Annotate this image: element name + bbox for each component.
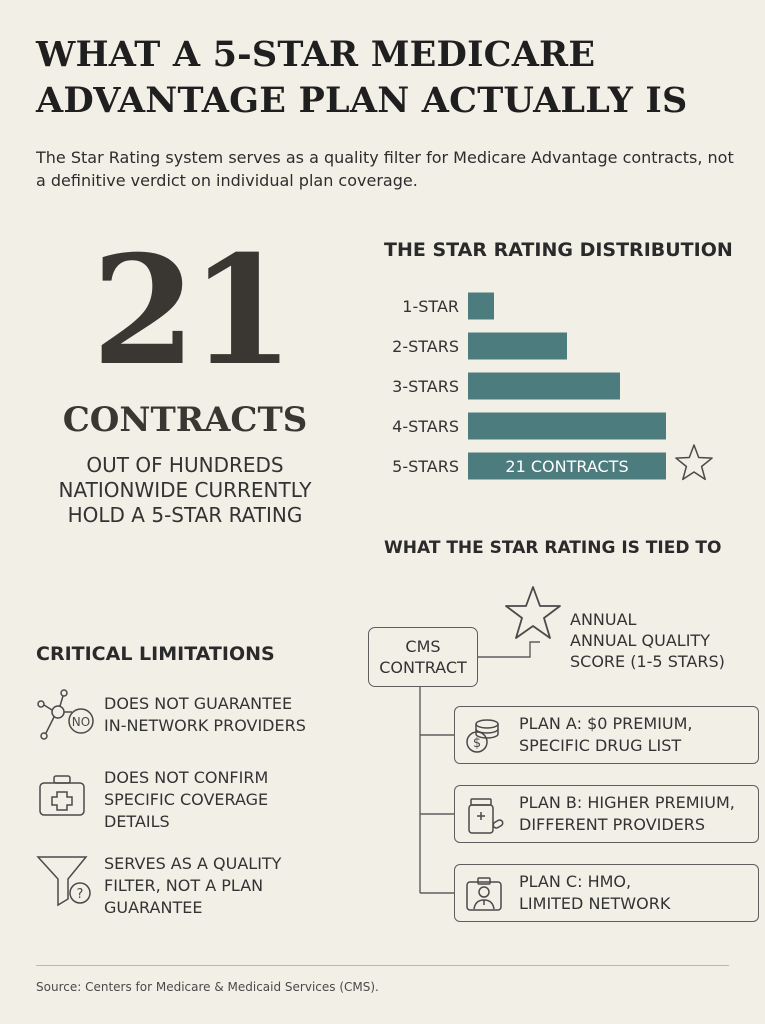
bar-label: 21 CONTRACTS: [505, 457, 628, 476]
headline-unit: CONTRACTS: [62, 400, 308, 440]
plan-b-text: PLAN B: HIGHER PREMIUM, DIFFERENT PROVID…: [519, 793, 735, 834]
no-label: NO: [72, 715, 90, 729]
plan-a-box: $ PLAN A: $0 PREMIUM, SPECIFIC DRUG LIST: [454, 706, 759, 764]
headline-number: 21: [91, 223, 295, 399]
pill-bottle-icon: [468, 798, 504, 834]
tick-label: 4-STARS: [392, 417, 459, 436]
tied-to-title: WHAT THE STAR RATING IS TIED TO: [384, 538, 722, 558]
star-outline-icon: [675, 444, 713, 481]
cms-contract-label: CMS CONTRACT: [379, 637, 467, 677]
bar: [468, 372, 620, 400]
headline-caption: OUT OF HUNDREDS NATIONWIDE CURRENTLY HOL…: [58, 453, 312, 527]
plan-c-text: PLAN C: HMO, LIMITED NETWORK: [519, 872, 671, 913]
limitation-text: DOES NOT CONFIRM SPECIFIC COVERAGE DETAI…: [104, 768, 269, 831]
source-note: Source: Centers for Medicare & Medicaid …: [36, 980, 379, 994]
annual-score-text: ANNUAL ANNUAL QUALITY SCORE (1-5 STARS): [570, 610, 725, 671]
plan-c-box: PLAN C: HMO, LIMITED NETWORK: [454, 864, 759, 922]
plan-b-box: PLAN B: HIGHER PREMIUM, DIFFERENT PROVID…: [454, 785, 759, 843]
intro-text: The Star Rating system serves as a quali…: [36, 148, 734, 190]
tick-label: 2-STARS: [392, 337, 459, 356]
bar: [468, 332, 567, 360]
network-no-icon: NO: [37, 689, 94, 740]
distribution-chart: 1-STAR 2-STARS 3-STARS 4-STARS 5-STARS 21 CON…: [392, 292, 713, 481]
cms-contract-box: CMS CONTRACT: [368, 627, 478, 687]
chart-title: THE STAR RATING DISTRIBUTION: [384, 239, 733, 261]
question-label: ?: [77, 887, 84, 902]
tick-label: 3-STARS: [392, 377, 459, 396]
limitations-title: CRITICAL LIMITATIONS: [36, 643, 275, 665]
svg-text:$: $: [473, 736, 481, 751]
medical-kit-icon: [39, 775, 85, 816]
tick-label: 1-STAR: [402, 297, 459, 316]
bar: [468, 452, 666, 480]
doctor-badge-icon: [466, 877, 502, 911]
limitation-text: DOES NOT GUARANTEE IN-NETWORK PROVIDERS: [104, 694, 306, 735]
limitation-text: SERVES AS A QUALITY FILTER, NOT A PLAN G…: [104, 854, 282, 917]
bar: [468, 292, 494, 320]
plan-a-text: PLAN A: $0 PREMIUM, SPECIFIC DRUG LIST: [519, 714, 693, 755]
star-outline-icon: [505, 586, 561, 639]
funnel-question-icon: ?: [36, 856, 91, 907]
page-title: WHAT A 5-STAR MEDICARE ADVANTAGE PLAN AC…: [36, 34, 688, 121]
bar: [468, 412, 666, 440]
coins-icon: $: [466, 719, 499, 753]
footer-divider: [36, 965, 729, 966]
tick-label: 5-STARS: [392, 457, 459, 476]
connector-root-to-score: [478, 641, 540, 658]
